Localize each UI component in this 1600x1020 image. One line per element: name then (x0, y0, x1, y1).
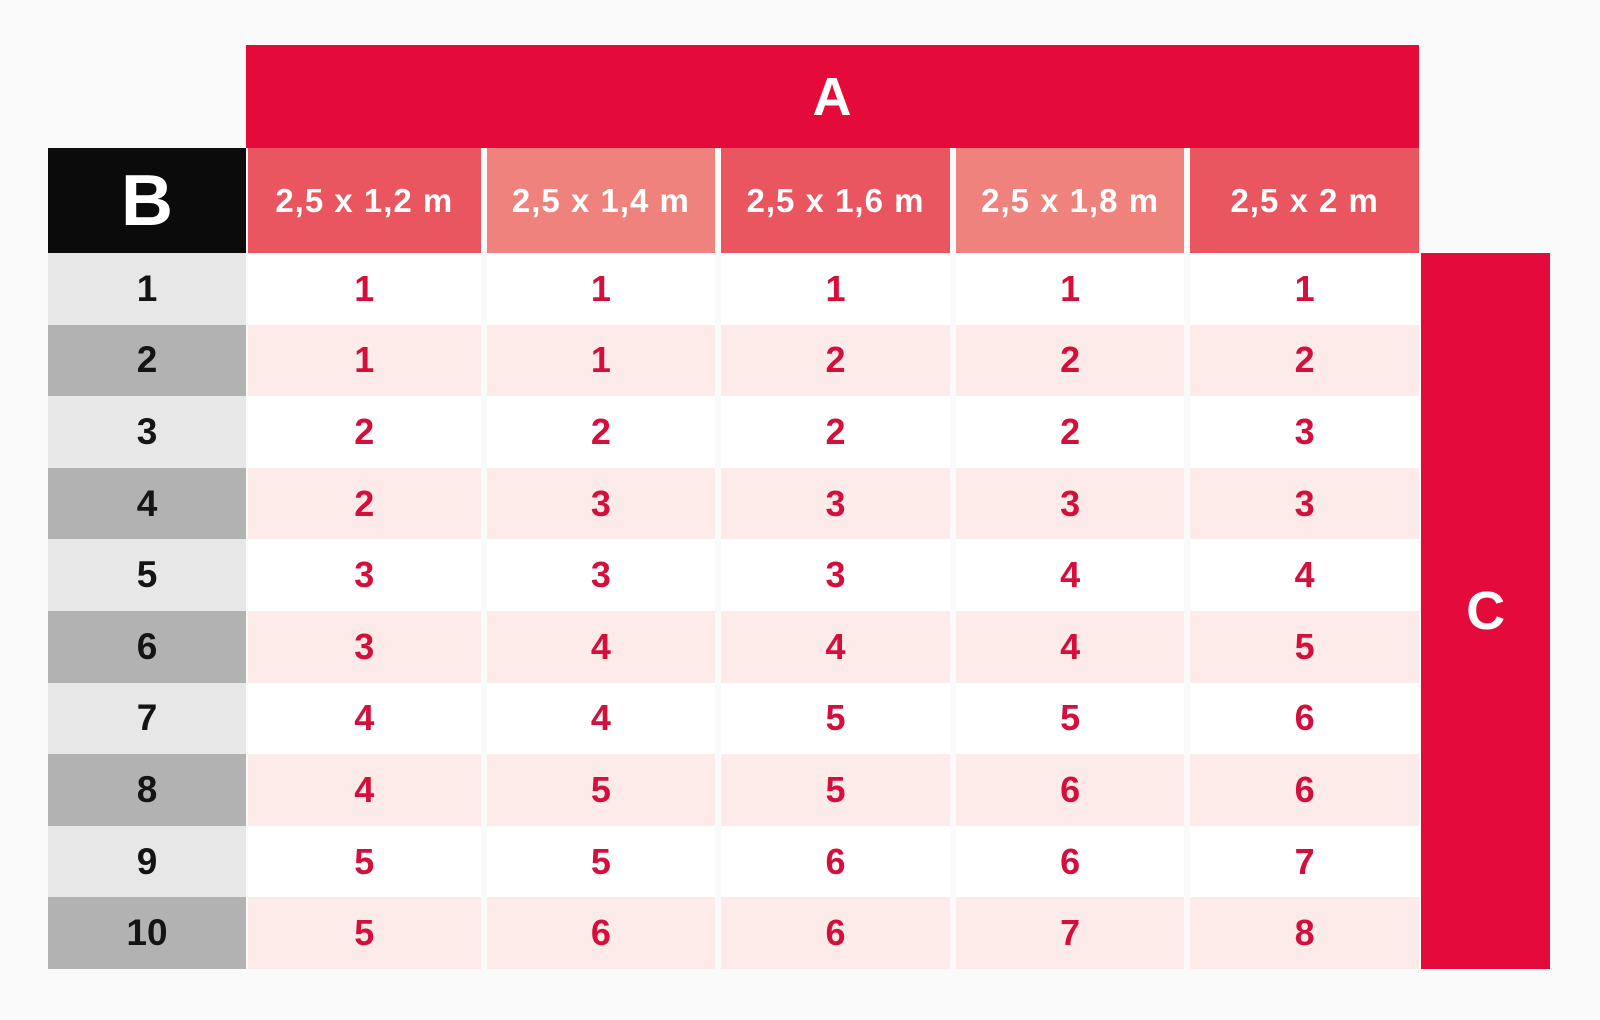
value-cell-r2-c5: 2 (1184, 324, 1419, 397)
value-cell-r6-c4: 4 (949, 610, 1185, 683)
value-cell-r3-c1: 2 (246, 396, 481, 468)
value-cell-r1-c3: 1 (715, 253, 950, 325)
value-cell-r10-c3: 6 (715, 897, 950, 969)
value-cell-r2-c3: 2 (715, 324, 950, 397)
value-cell-r7-c1: 4 (246, 682, 481, 755)
row-label-9: 9 (48, 825, 246, 898)
value-cell-r3-c3: 2 (715, 396, 950, 468)
value-cell-r6-c3: 4 (715, 610, 950, 683)
value-cell-r5-c5: 4 (1184, 539, 1419, 611)
value-cell-r1-c1: 1 (246, 253, 481, 325)
value-cell-r5-c2: 3 (480, 539, 716, 611)
column-header-4: 2,5 x 1,8 m (949, 148, 1185, 253)
value-cell-r5-c1: 3 (246, 539, 481, 611)
value-cell-r1-c2: 1 (480, 253, 716, 325)
value-cell-r5-c3: 3 (715, 539, 950, 611)
value-cell-r3-c4: 2 (949, 396, 1185, 468)
value-cell-r1-c5: 1 (1184, 253, 1419, 325)
value-cell-r6-c1: 3 (246, 610, 481, 683)
value-cell-r8-c3: 5 (715, 754, 950, 826)
row-label-4: 4 (48, 467, 246, 540)
row-label-6: 6 (48, 610, 246, 683)
row-label-2: 2 (48, 324, 246, 397)
value-cell-r10-c4: 7 (949, 897, 1185, 969)
column-header-3: 2,5 x 1,6 m (715, 148, 950, 253)
value-cell-r4-c1: 2 (246, 467, 481, 540)
value-cell-r4-c5: 3 (1184, 467, 1419, 540)
value-cell-r5-c4: 4 (949, 539, 1185, 611)
value-cell-r7-c5: 6 (1184, 682, 1419, 755)
row-label-5: 5 (48, 539, 246, 611)
value-cell-r9-c5: 7 (1184, 825, 1419, 898)
value-cell-r3-c5: 3 (1184, 396, 1419, 468)
value-cell-r6-c2: 4 (480, 610, 716, 683)
value-cell-r4-c2: 3 (480, 467, 716, 540)
row-label-3: 3 (48, 396, 246, 468)
value-cell-r9-c3: 6 (715, 825, 950, 898)
value-cell-r7-c4: 5 (949, 682, 1185, 755)
value-cell-r7-c2: 4 (480, 682, 716, 755)
side-header-c: C (1418, 253, 1551, 969)
row-label-10: 10 (48, 897, 246, 969)
value-cell-r8-c5: 6 (1184, 754, 1419, 826)
value-cell-r10-c2: 6 (480, 897, 716, 969)
value-cell-r4-c3: 3 (715, 467, 950, 540)
column-header-1: 2,5 x 1,2 m (246, 148, 481, 253)
top-header-a: A (246, 45, 1419, 148)
value-cell-r8-c1: 4 (246, 754, 481, 826)
value-cell-r2-c1: 1 (246, 324, 481, 397)
value-cell-r6-c5: 5 (1184, 610, 1419, 683)
value-cell-r8-c4: 6 (949, 754, 1185, 826)
value-cell-r10-c1: 5 (246, 897, 481, 969)
value-cell-r9-c2: 5 (480, 825, 716, 898)
column-header-2: 2,5 x 1,4 m (480, 148, 716, 253)
value-cell-r2-c4: 2 (949, 324, 1185, 397)
row-label-7: 7 (48, 682, 246, 755)
value-cell-r2-c2: 1 (480, 324, 716, 397)
value-cell-r9-c4: 6 (949, 825, 1185, 898)
row-label-1: 1 (48, 253, 246, 325)
corner-header-b: B (48, 148, 246, 253)
value-cell-r3-c2: 2 (480, 396, 716, 468)
value-cell-r9-c1: 5 (246, 825, 481, 898)
value-cell-r10-c5: 8 (1184, 897, 1419, 969)
value-cell-r1-c4: 1 (949, 253, 1185, 325)
value-cell-r8-c2: 5 (480, 754, 716, 826)
value-cell-r7-c3: 5 (715, 682, 950, 755)
row-label-8: 8 (48, 754, 246, 826)
column-header-5: 2,5 x 2 m (1184, 148, 1419, 253)
value-cell-r4-c4: 3 (949, 467, 1185, 540)
